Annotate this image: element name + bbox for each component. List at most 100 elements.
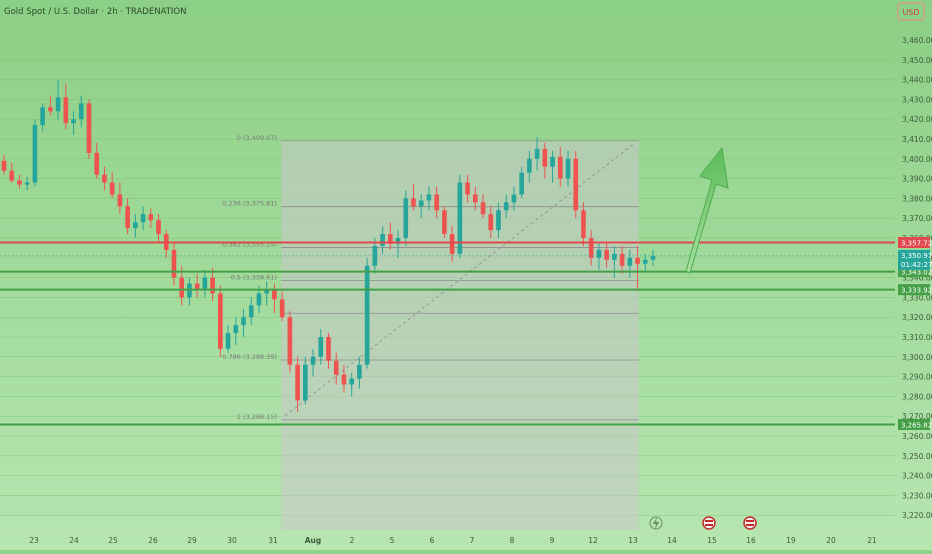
candle-body — [32, 125, 38, 183]
candle-body — [148, 214, 154, 221]
candle-body — [635, 257, 640, 264]
flash-icon-glyph — [653, 517, 659, 529]
candle-body — [1, 160, 7, 171]
up-arrow-icon — [685, 146, 729, 274]
us-flag-icon[interactable] — [702, 516, 716, 530]
candle-body — [264, 289, 270, 294]
x-tick-label: 31 — [268, 536, 278, 545]
candle-body — [78, 103, 84, 120]
candle-body — [63, 97, 69, 124]
candle-body — [496, 210, 501, 231]
flash-icon[interactable] — [649, 516, 663, 530]
y-tick-label: 3,260.00 — [902, 432, 932, 441]
candle-body — [457, 182, 463, 254]
x-tick-label: 29 — [187, 536, 197, 545]
y-tick-label: 3,320.00 — [902, 313, 932, 322]
candle-body — [241, 317, 246, 326]
candle-body — [364, 265, 370, 365]
x-tick-label: 16 — [746, 536, 756, 545]
candle-body — [9, 170, 15, 181]
candle-body — [418, 200, 424, 207]
candle-body — [310, 356, 316, 365]
x-tick-label: 25 — [108, 536, 118, 545]
y-tick-label: 3,380.00 — [902, 194, 932, 203]
candle-body — [102, 174, 107, 183]
resistance-tag-label: 3,357.72 — [901, 240, 932, 248]
time-axis: 23 24 25 26 29 30 31 Aug 2 5 6 7 8 9 12 13 14 15 16 19 20 21 — [29, 536, 877, 545]
candle-body — [233, 325, 239, 334]
candle-body — [527, 158, 532, 173]
candle-body — [349, 378, 354, 385]
candle-body — [94, 152, 100, 175]
candle-body — [642, 259, 648, 264]
candle-body — [503, 202, 509, 211]
candle-body — [218, 293, 223, 349]
y-tick-label: 3,300.00 — [902, 353, 932, 362]
currency-button[interactable] — [897, 2, 925, 21]
fib-trend-line — [284, 142, 636, 417]
candle-body — [480, 202, 486, 215]
candle-body — [194, 283, 200, 290]
x-tick-label: 26 — [148, 536, 158, 545]
current-price-tag — [898, 249, 930, 270]
fib-level-label: 0.5 (3,338.61) — [231, 273, 277, 281]
x-tick-label: 5 — [390, 536, 395, 545]
candle-body — [55, 97, 61, 112]
candle-body — [534, 148, 540, 159]
candle-body — [372, 245, 378, 266]
y-tick-label: 3,410.00 — [902, 135, 932, 144]
candle-body — [511, 194, 517, 203]
us-flag-stripe — [705, 524, 713, 526]
y-tick-label: 3,280.00 — [902, 392, 932, 401]
candle-body — [573, 158, 579, 211]
support-1-tag-label: 3,343.02 — [901, 269, 932, 277]
y-tick-label: 3,390.00 — [902, 175, 932, 184]
y-tick-label: 3,430.00 — [902, 95, 932, 104]
x-tick-label: 14 — [667, 536, 677, 545]
x-tick-label: 12 — [588, 536, 598, 545]
candle-body — [287, 317, 293, 365]
candle-body — [109, 182, 115, 195]
candle-body — [210, 277, 215, 294]
candle-body — [71, 119, 76, 124]
y-tick-label: 3,220.00 — [902, 511, 932, 520]
x-tick-label: 30 — [227, 536, 237, 545]
fib-level-label: 0.236 (3,375.81) — [222, 200, 277, 208]
candle-body — [557, 156, 563, 179]
y-tick-label: 3,340.00 — [902, 274, 932, 283]
y-tick-label: 3,440.00 — [902, 76, 932, 85]
fib-level-label: 0.786 (3,298.39) — [222, 353, 277, 361]
candle-body — [333, 360, 339, 375]
y-tick-label: 3,290.00 — [902, 373, 932, 382]
candle-body — [426, 194, 432, 201]
candle-body — [326, 337, 331, 361]
candlestick-series — [1, 79, 656, 413]
candle-body — [202, 277, 208, 290]
candle-body — [248, 305, 254, 318]
candle-body — [179, 277, 185, 298]
y-tick-label: 3,230.00 — [902, 491, 932, 500]
current-price-label: 3,350.97 — [901, 252, 932, 260]
x-tick-label: 2 — [350, 536, 355, 545]
support-2-tag-label: 3,333.92 — [901, 287, 932, 295]
support-3-tag-label: 3,265.82 — [901, 421, 932, 429]
us-flag-icon[interactable] — [743, 516, 757, 530]
chart-title: Gold Spot / U.S. Dollar · 2h · TRADENATI… — [4, 7, 186, 17]
candle-body — [24, 182, 30, 185]
x-tick-label: 15 — [707, 536, 717, 545]
y-tick-label: 3,330.00 — [902, 293, 932, 302]
countdown-label: 01:42:27 — [901, 261, 932, 269]
y-tick-label: 3,250.00 — [902, 452, 932, 461]
projection-arrow — [685, 146, 729, 274]
candle-body — [125, 206, 130, 229]
x-tick-label: 8 — [510, 536, 515, 545]
x-tick-label: 9 — [550, 536, 555, 545]
resistance-tag — [898, 237, 930, 249]
candle-body — [588, 238, 594, 258]
candle-body — [17, 180, 22, 185]
y-tick-label: 3,270.00 — [902, 412, 932, 421]
candle-body — [449, 234, 455, 254]
fib-level-label: 1 (3,268.15) — [237, 413, 277, 421]
